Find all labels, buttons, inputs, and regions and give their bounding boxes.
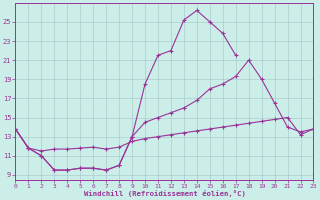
X-axis label: Windchill (Refroidissement éolien,°C): Windchill (Refroidissement éolien,°C) (84, 190, 245, 197)
